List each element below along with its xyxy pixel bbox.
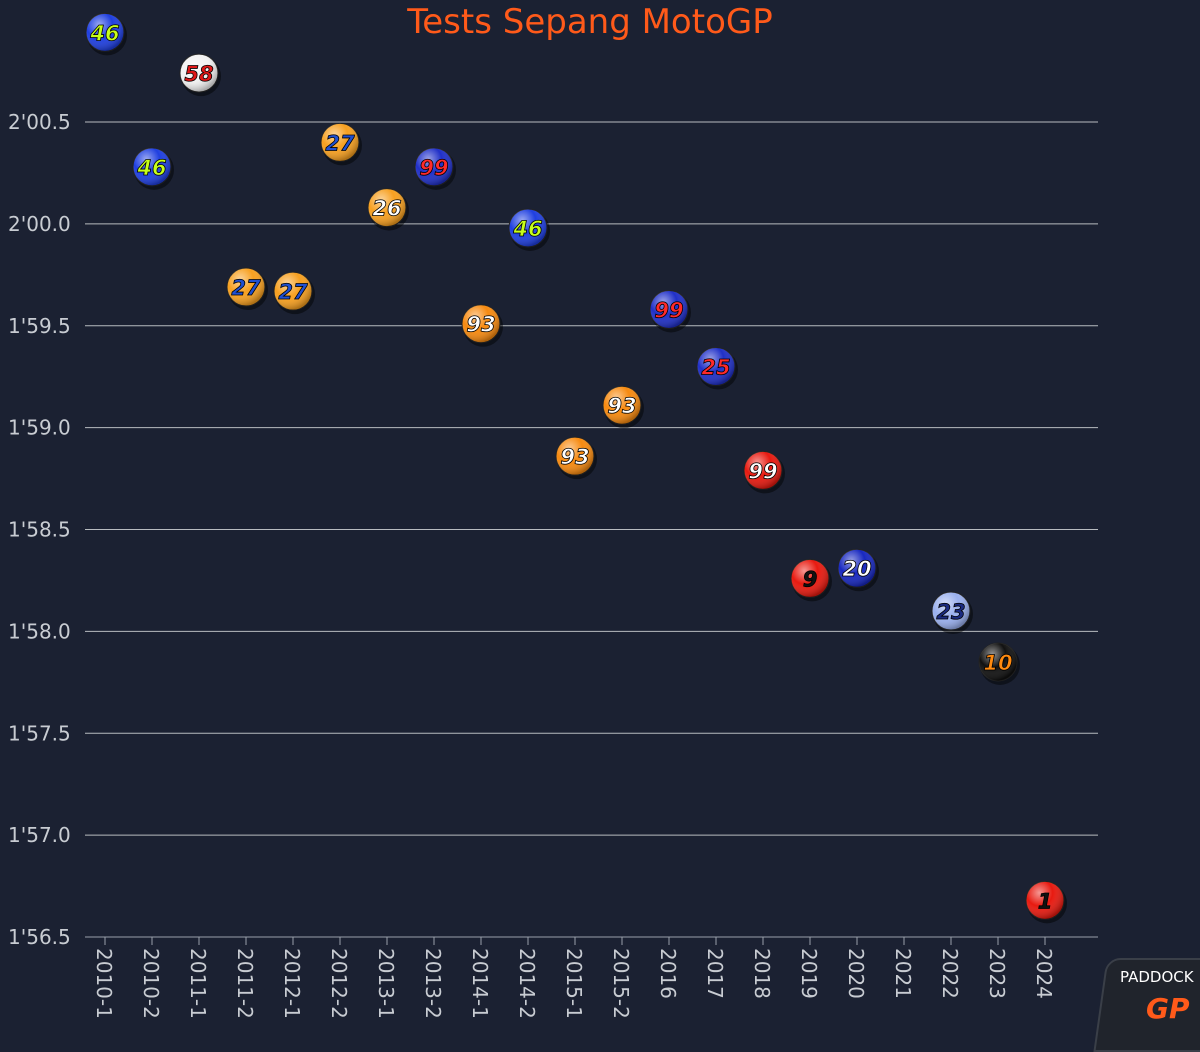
y-tick-label: 1'58.5 bbox=[8, 518, 71, 542]
x-tick-label: 2021 bbox=[891, 948, 915, 999]
badge-shine bbox=[415, 147, 453, 186]
rider-number: 93 bbox=[607, 394, 636, 418]
badge-shine bbox=[838, 549, 876, 588]
y-tick-label: 1'57.0 bbox=[8, 823, 71, 847]
logo-text: PADDOCK bbox=[1120, 968, 1194, 986]
rider-number: 99 bbox=[748, 459, 777, 483]
rider-number: 93 bbox=[560, 445, 589, 469]
x-tick-label: 2014-2 bbox=[515, 948, 539, 1019]
x-tick-label: 2016 bbox=[656, 948, 680, 999]
x-tick-label: 2013-1 bbox=[374, 948, 398, 1019]
rider-number: 93 bbox=[466, 313, 495, 337]
x-tick-label: 2010-2 bbox=[139, 948, 163, 1019]
x-tick-label: 2024 bbox=[1032, 948, 1056, 999]
rider-number: 46 bbox=[89, 21, 119, 45]
rider-number: 99 bbox=[419, 156, 448, 180]
y-tick-label: 1'56.5 bbox=[8, 925, 71, 949]
x-tick-label: 2015-1 bbox=[562, 948, 586, 1019]
y-tick-label: 1'59.5 bbox=[8, 314, 71, 338]
x-tick-label: 2017 bbox=[703, 948, 727, 999]
x-tick-label: 2019 bbox=[797, 948, 821, 999]
x-tick-label: 2014-1 bbox=[468, 948, 492, 1019]
badge-shine bbox=[133, 147, 171, 186]
badge-shine bbox=[932, 592, 970, 630]
badge-shine bbox=[791, 559, 829, 598]
logo-mark: GP bbox=[1146, 992, 1190, 1025]
x-tick-label: 2013-2 bbox=[421, 948, 445, 1019]
badge-shine bbox=[603, 386, 641, 425]
x-tick-label: 2015-2 bbox=[609, 948, 633, 1019]
badge-shine bbox=[227, 268, 265, 307]
badge-shine bbox=[321, 123, 359, 162]
rider-number: 46 bbox=[512, 217, 542, 241]
chart-title: Tests Sepang MotoGP bbox=[407, 2, 773, 42]
badge-shine bbox=[509, 208, 547, 247]
y-tick-label: 1'59.0 bbox=[8, 416, 71, 440]
rider-number: 27 bbox=[325, 131, 355, 155]
x-tick-label: 2012-2 bbox=[327, 948, 351, 1019]
rider-number: 27 bbox=[231, 276, 261, 300]
rider-number: 9 bbox=[803, 567, 818, 591]
rider-number: 27 bbox=[278, 280, 308, 304]
badge-shine bbox=[86, 13, 124, 52]
rider-number: 10 bbox=[983, 651, 1012, 675]
x-tick-label: 2020 bbox=[844, 948, 868, 999]
x-tick-label: 2010-1 bbox=[92, 948, 116, 1019]
badge-shine bbox=[180, 54, 218, 93]
badge-shine bbox=[979, 642, 1017, 681]
x-tick-label: 2011-1 bbox=[186, 948, 210, 1019]
rider-number: 26 bbox=[372, 197, 401, 221]
rider-number: 23 bbox=[936, 600, 965, 624]
rider-number: 1 bbox=[1038, 889, 1053, 913]
y-tick-label: 2'00.0 bbox=[8, 212, 71, 236]
badge-shine bbox=[368, 188, 406, 227]
x-tick-label: 2023 bbox=[985, 948, 1009, 999]
badge-shine bbox=[462, 304, 500, 343]
rider-number: 58 bbox=[184, 62, 213, 86]
y-tick-label: 1'58.0 bbox=[8, 619, 71, 643]
rider-number: 99 bbox=[654, 298, 683, 322]
rider-number: 20 bbox=[842, 557, 871, 581]
x-tick-label: 2011-2 bbox=[233, 948, 257, 1019]
badge-shine bbox=[697, 347, 735, 386]
y-tick-label: 2'00.5 bbox=[8, 110, 71, 134]
x-tick-label: 2012-1 bbox=[280, 948, 304, 1019]
badge-shine bbox=[744, 451, 782, 490]
badge-shine bbox=[1026, 881, 1064, 920]
y-tick-label: 1'57.5 bbox=[8, 721, 71, 745]
badge-shine bbox=[556, 437, 594, 476]
rider-number: 25 bbox=[701, 356, 730, 380]
x-tick-label: 2018 bbox=[750, 948, 774, 999]
badge-shine bbox=[650, 290, 688, 329]
rider-number: 46 bbox=[136, 156, 166, 180]
badge-shine bbox=[274, 272, 312, 311]
x-tick-label: 2022 bbox=[938, 948, 962, 999]
